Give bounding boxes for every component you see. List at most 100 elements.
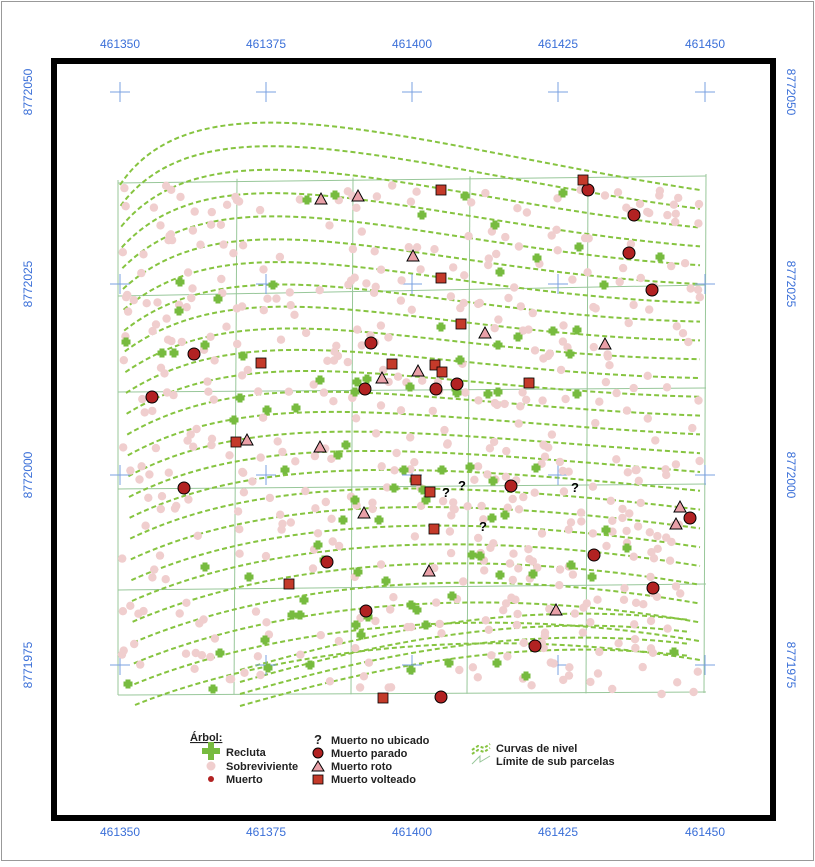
survivor-tree	[693, 667, 702, 676]
survivor-tree	[276, 335, 286, 344]
survivor-tree	[538, 396, 547, 405]
survivor-tree	[151, 320, 161, 329]
survivor-tree	[568, 275, 577, 284]
survivor-tree	[416, 501, 426, 510]
survivor-tree	[648, 648, 658, 657]
survivor-tree	[316, 631, 325, 640]
survivor-tree	[443, 439, 452, 448]
survivor-tree	[593, 595, 602, 604]
survivor-tree	[537, 529, 547, 538]
contour-line	[131, 543, 701, 602]
survivor-tree	[530, 346, 540, 355]
recruit-tree	[574, 242, 584, 252]
legend-item-recluta: Recluta	[202, 742, 267, 760]
survivor-tree	[639, 600, 648, 609]
x-tick-labels-top: 461350 461375 461400 461425 461450	[100, 37, 725, 51]
survivor-tree	[334, 541, 344, 551]
survivor-tree	[357, 341, 366, 350]
survivor-tree	[676, 589, 685, 598]
survivor-tree	[468, 663, 478, 672]
survivor-tree	[390, 466, 399, 475]
survivor-tree	[396, 406, 406, 415]
survivor-tree	[446, 292, 456, 301]
survivor-tree	[291, 457, 300, 466]
recruit-tree	[399, 465, 409, 475]
survivor-tree	[686, 284, 695, 293]
survivor-tree	[259, 265, 268, 274]
contour-line	[130, 506, 701, 561]
dead-standing-tree	[429, 382, 443, 396]
survivor-tree	[578, 628, 588, 637]
survivor-tree	[273, 437, 282, 446]
contour-line	[119, 145, 701, 210]
contour-line	[129, 468, 701, 519]
recruit-tree	[444, 658, 454, 668]
survivor-tree	[669, 200, 679, 209]
contour-line	[129, 487, 701, 540]
survivor-tree	[225, 451, 234, 460]
survivor-tree	[162, 314, 171, 323]
dead-standing-tree	[587, 548, 601, 562]
dead-fallen-tree	[435, 272, 447, 284]
survivor-tree	[265, 493, 275, 503]
survivor-tree	[530, 488, 539, 497]
survivor-tree	[352, 203, 361, 212]
survivor-tree	[513, 609, 522, 619]
survivor-tree	[248, 477, 257, 486]
survivor-tree	[130, 639, 139, 649]
survivor-tree	[256, 453, 265, 462]
dead-fallen-tree	[435, 184, 447, 196]
survivor-tree	[118, 554, 127, 563]
dead-standing-tree	[320, 555, 334, 569]
survivor-tree	[156, 221, 165, 230]
survivor-tree	[657, 689, 666, 699]
survivor-tree	[141, 521, 150, 530]
recruit-tree	[483, 389, 493, 399]
survivor-tree	[372, 192, 382, 201]
survivor-tree	[139, 606, 148, 616]
circle-icon	[206, 761, 216, 771]
survivor-tree	[516, 302, 525, 311]
dead-broken-tree	[669, 516, 683, 530]
x-tick-label: 461375	[246, 37, 286, 51]
survivor-tree	[586, 618, 595, 627]
dead-standing-tree	[364, 336, 378, 350]
survivor-tree	[559, 487, 569, 496]
survivor-tree	[189, 442, 198, 451]
survivor-tree	[662, 533, 671, 542]
survivor-tree	[653, 531, 662, 541]
legend: Árbol: Recluta Sobreviviente Muerto ? Mu…	[190, 731, 615, 786]
survivor-tree	[662, 470, 671, 480]
survivor-tree	[475, 298, 484, 308]
recruit-tree	[351, 620, 361, 630]
contour-lines	[119, 121, 701, 707]
survivor-tree	[618, 513, 627, 523]
x-tick-label: 461450	[685, 37, 725, 51]
survivor-tree	[437, 629, 446, 638]
recruit-tree	[200, 562, 210, 572]
subplot-line-h	[117, 583, 707, 591]
recruit-tree	[287, 610, 297, 620]
y-tick-label: 8771975	[21, 641, 35, 688]
survivor-tree	[256, 670, 265, 680]
recruit-tree	[467, 550, 477, 560]
survivor-tree	[255, 205, 265, 215]
survivor-tree	[204, 387, 213, 396]
survivor-tree	[583, 268, 592, 277]
recruit-tree	[215, 648, 225, 658]
survivor-tree	[582, 599, 591, 608]
survivor-tree	[182, 303, 191, 312]
survivor-tree	[577, 517, 586, 526]
survivor-tree	[629, 300, 638, 310]
dead-broken-tree	[478, 325, 492, 339]
contour-line	[132, 581, 701, 644]
survivor-tree	[484, 625, 493, 634]
survivor-tree	[430, 245, 439, 254]
survivor-tree	[663, 624, 672, 633]
survivor-tree	[559, 675, 568, 685]
dead-standing-tree	[645, 283, 659, 297]
legend-label: Muerto no ubicado	[331, 735, 430, 747]
survivor-tree	[263, 294, 272, 303]
survivor-tree	[467, 198, 476, 207]
recruit-tree	[352, 377, 362, 387]
